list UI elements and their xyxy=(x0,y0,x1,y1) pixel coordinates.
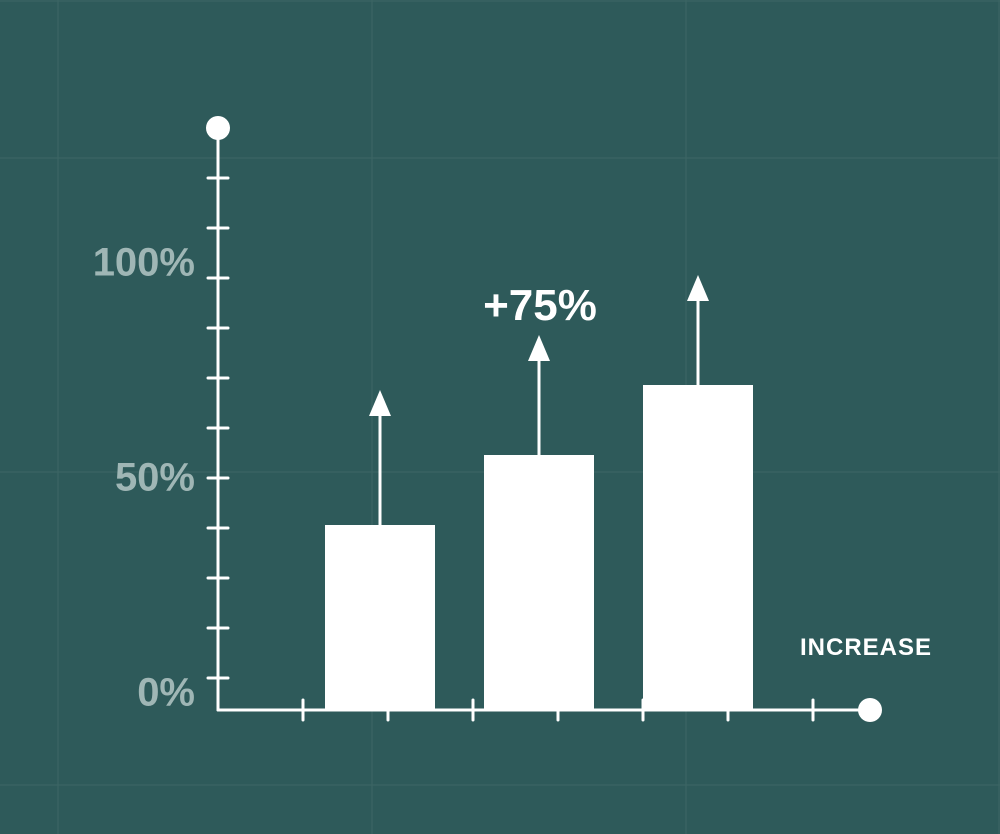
x-axis-label: INCREASE xyxy=(800,634,932,661)
chart-container: 100% 50% 0% +75% INCREASE xyxy=(0,0,1000,834)
bar xyxy=(325,525,435,710)
percent-increase-callout: +75% xyxy=(483,281,597,330)
bar xyxy=(484,455,594,710)
increase-bar-chart: 100% 50% 0% +75% INCREASE xyxy=(0,0,1000,834)
y-axis-label: 100% xyxy=(93,241,195,285)
bar xyxy=(643,385,753,710)
y-axis-label: 50% xyxy=(115,456,195,500)
y-axis-endpoint-dot xyxy=(206,116,230,140)
y-axis-label: 0% xyxy=(137,671,195,715)
x-axis-endpoint-dot xyxy=(858,698,882,722)
